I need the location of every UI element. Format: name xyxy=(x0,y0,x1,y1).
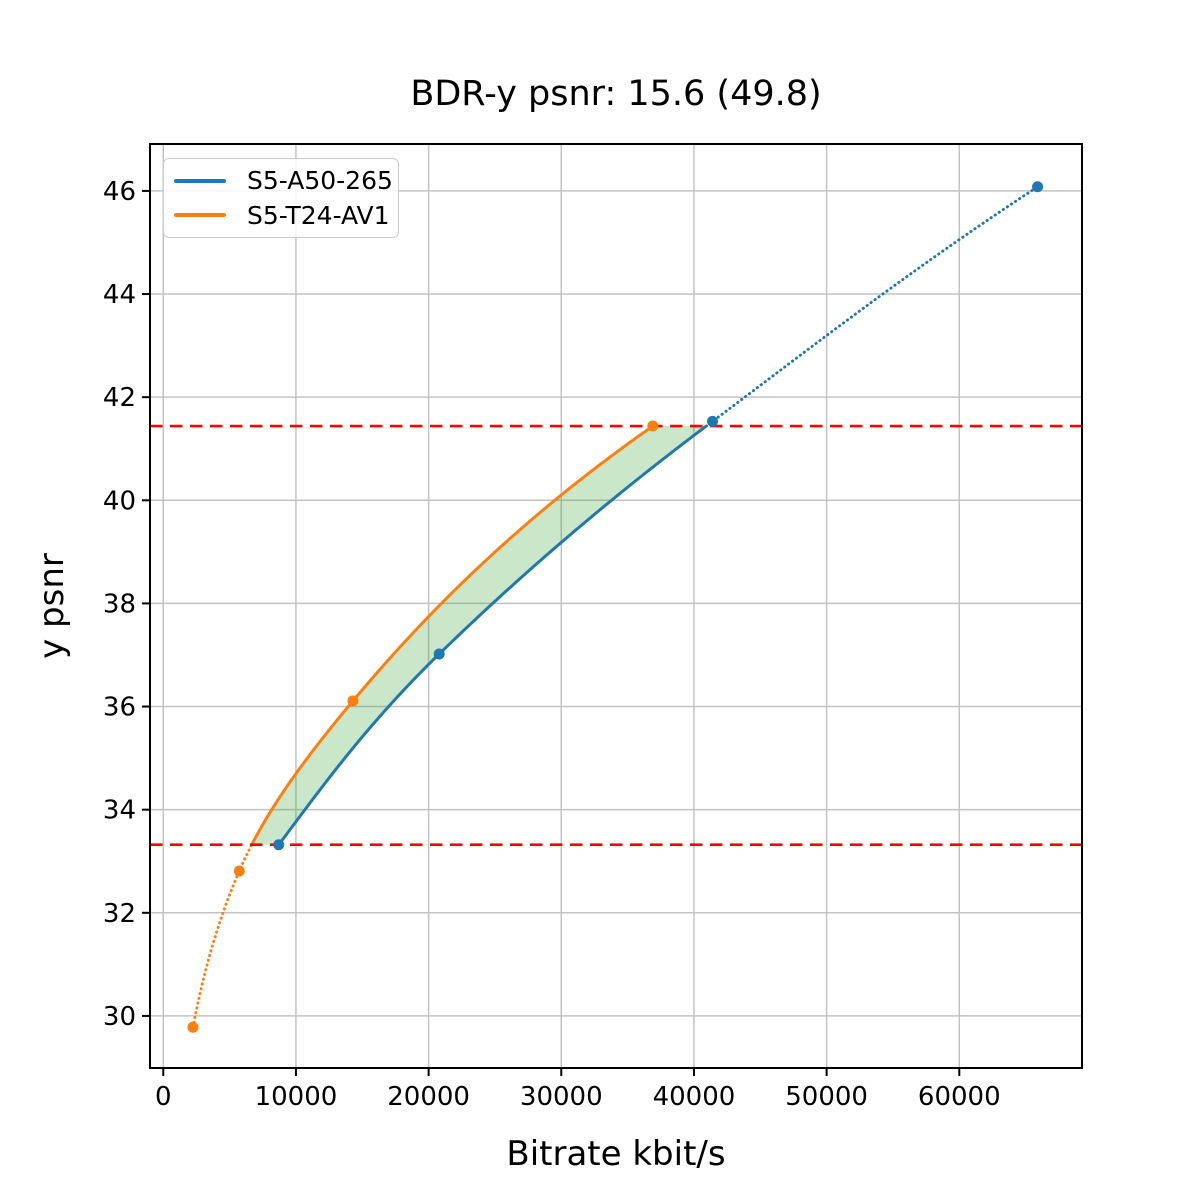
y-axis-label: y psnr xyxy=(32,553,72,659)
data-point-marker xyxy=(233,865,245,877)
y-tick-label: 46 xyxy=(103,177,136,207)
x-tick-label: 30000 xyxy=(520,1082,603,1112)
series-line-solid xyxy=(250,424,654,846)
data-point-marker xyxy=(433,648,445,660)
x-tick-label: 20000 xyxy=(387,1082,470,1112)
y-tick-label: 30 xyxy=(103,1002,136,1032)
x-tick-label: 40000 xyxy=(653,1082,736,1112)
y-tick-label: 44 xyxy=(103,280,136,310)
y-tick-label: 32 xyxy=(103,899,136,929)
bd-shaded-region xyxy=(251,426,707,845)
legend-line-sample-icon xyxy=(174,179,226,183)
legend-line-sample-icon xyxy=(174,213,226,217)
data-point-marker xyxy=(187,1021,199,1033)
y-tick-label: 38 xyxy=(103,589,136,619)
data-point-marker xyxy=(647,420,659,432)
x-tick-label: 60000 xyxy=(918,1082,1001,1112)
y-tick-label: 34 xyxy=(103,796,136,826)
data-point-marker xyxy=(707,415,719,427)
series-line-solid xyxy=(277,424,708,846)
legend-label: S5-T24-AV1 xyxy=(247,200,390,230)
x-tick-label: 50000 xyxy=(785,1082,868,1112)
data-point-marker xyxy=(347,695,359,707)
axes-spines xyxy=(149,143,1083,1069)
legend-entry: S5-T24-AV1 xyxy=(174,199,390,232)
y-tick-label: 42 xyxy=(103,383,136,413)
chart-title: BDR-y psnr: 15.6 (49.8) xyxy=(410,74,822,114)
x-axis-label: Bitrate kbit/s xyxy=(506,1134,726,1174)
data-point-marker xyxy=(1032,181,1044,193)
x-tick-label: 10000 xyxy=(255,1082,338,1112)
legend-label: S5-A50-265 xyxy=(247,166,393,196)
legend: S5-A50-265 S5-T24-AV1 xyxy=(163,158,399,238)
y-tick-label: 36 xyxy=(103,693,136,723)
data-point-marker xyxy=(273,839,285,851)
y-tick-label: 40 xyxy=(103,486,136,516)
series-line-dotted xyxy=(704,185,1040,428)
legend-entry: S5-A50-265 xyxy=(174,164,393,197)
x-tick-label: 0 xyxy=(155,1082,172,1112)
